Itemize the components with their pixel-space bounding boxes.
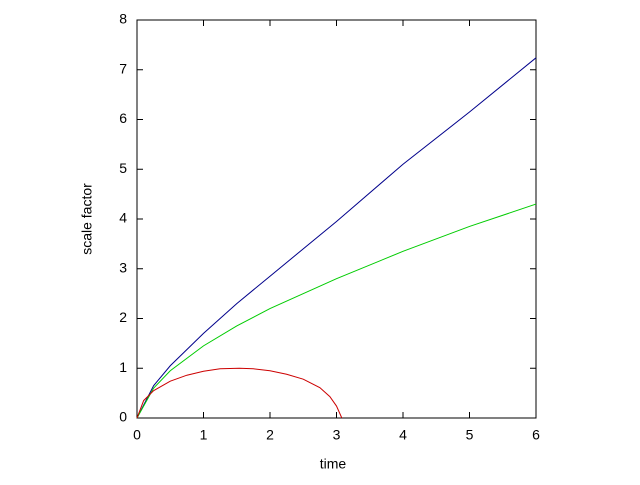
x-tick-label: 6 <box>532 427 540 443</box>
line-series <box>136 367 343 419</box>
x-tick-label: 2 <box>266 427 274 443</box>
y-tick-label: 3 <box>119 259 127 275</box>
y-tick-label: 2 <box>119 309 127 325</box>
y-tick-label: 1 <box>119 359 127 375</box>
y-tick-label: 4 <box>119 210 127 226</box>
y-tick-label: 0 <box>119 409 127 425</box>
y-axis-label: scale factor <box>79 183 95 255</box>
y-tick-label: 7 <box>119 60 127 76</box>
x-axis-label: time <box>320 456 347 472</box>
plot-frame <box>136 19 537 419</box>
x-tick-label: 4 <box>399 427 407 443</box>
y-tick-label: 8 <box>119 11 127 27</box>
x-tick-label: 5 <box>466 427 474 443</box>
line-series <box>136 57 537 419</box>
x-tick-label: 0 <box>133 427 141 443</box>
y-tick-label: 5 <box>119 160 127 176</box>
y-tick-label: 6 <box>119 110 127 126</box>
line-series <box>136 203 537 419</box>
x-tick-label: 1 <box>200 427 208 443</box>
x-tick-label: 3 <box>333 427 341 443</box>
